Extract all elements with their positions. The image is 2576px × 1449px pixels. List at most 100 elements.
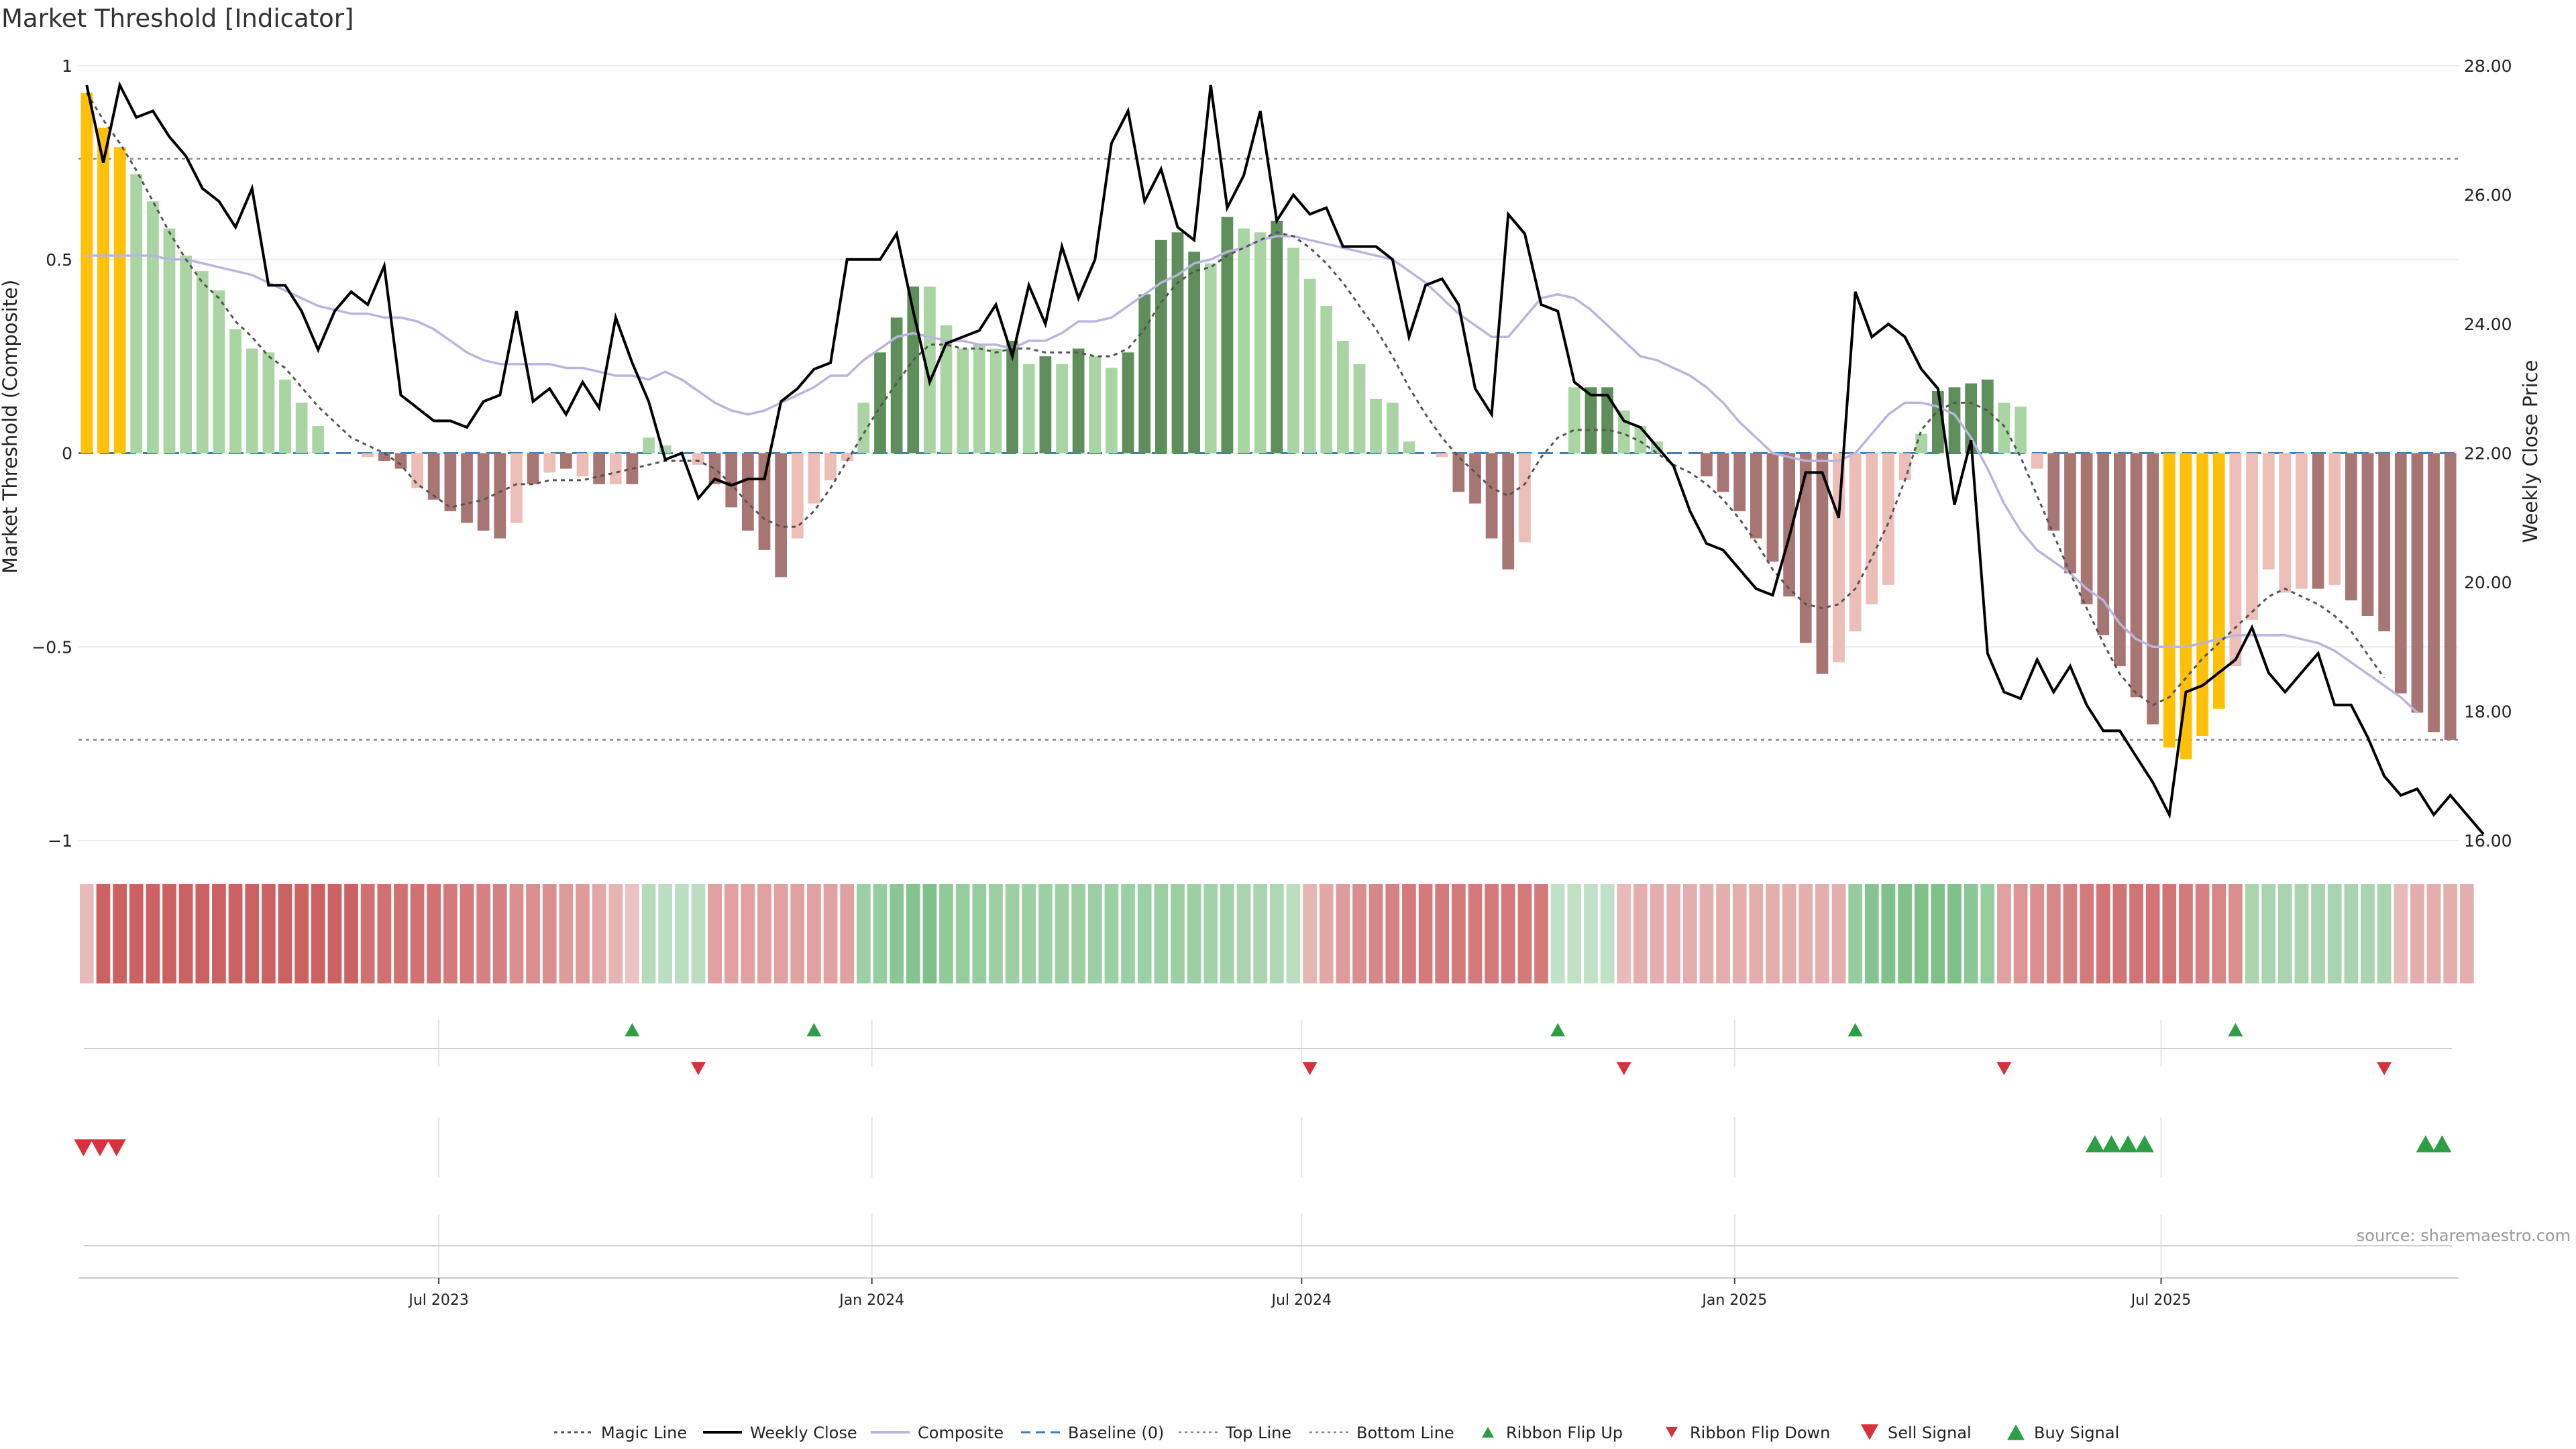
ribbon-cell <box>1947 884 1962 983</box>
ribbon-cell <box>360 884 375 983</box>
buy-signal-marker <box>2432 1135 2452 1152</box>
composite-bar <box>427 453 440 500</box>
ribbon-cell <box>741 884 755 983</box>
composite-bar <box>1452 453 1465 492</box>
ribbon-cell <box>1782 884 1796 983</box>
composite-bar <box>1981 379 1994 453</box>
ribbon-flip-down-marker <box>1302 1062 1318 1075</box>
composite-bar <box>924 286 936 453</box>
composite-bar <box>593 453 605 484</box>
ribbon-cell <box>1038 884 1053 983</box>
magic-line <box>86 92 2385 706</box>
ribbon-cell <box>658 884 673 983</box>
ribbon-cell <box>113 884 127 983</box>
ribbon-cell <box>377 884 392 983</box>
ribbon-cell <box>1699 884 1714 983</box>
composite-bar <box>2130 453 2143 698</box>
composite-bar <box>2229 453 2242 667</box>
right-tick-label: 16.00 <box>2464 831 2512 851</box>
composite-bar <box>1519 453 1531 543</box>
ribbon-cell <box>1236 884 1251 983</box>
composite-bar <box>1783 453 1795 597</box>
ribbon-cell <box>2311 884 2325 983</box>
ribbon-cell <box>245 884 260 983</box>
ribbon-cell <box>1137 884 1152 983</box>
legend: Magic Line Weekly Close Composite Baseline … <box>554 1424 2119 1442</box>
composite-bar <box>1799 453 1812 643</box>
composite-bar <box>1072 348 1085 453</box>
composite-bar <box>362 453 374 458</box>
ribbon-cell <box>2063 884 2078 983</box>
ribbon-cell <box>195 884 210 983</box>
ribbon-cell <box>1352 884 1366 983</box>
composite-bar <box>477 453 490 531</box>
composite-bar <box>1965 383 1978 453</box>
composite-bar <box>2246 453 2258 620</box>
ribbon-cell <box>2046 884 2061 983</box>
composite-bar <box>312 426 325 453</box>
composite-bar <box>2031 453 2043 469</box>
ribbon-cell <box>2129 884 2143 983</box>
composite-bar <box>1386 402 1399 453</box>
composite-bar <box>1502 453 1515 570</box>
ribbon-cell <box>1121 884 1135 983</box>
ribbon-cell <box>989 884 1003 983</box>
ribbon-cell <box>757 884 771 983</box>
right-tick-label: 22.00 <box>2464 444 2512 464</box>
composite-bar <box>1155 239 1167 453</box>
composite-bar <box>1485 453 1498 539</box>
ribbon-cell <box>1269 884 1284 983</box>
x-axis-ticks: Jul 2023 Jan 2024 Jul 2024 Jan 2025 Jul 2025 <box>78 1277 2459 1309</box>
composite-bar <box>1138 294 1151 453</box>
ribbon-cell <box>1485 884 1499 983</box>
composite-bar <box>1238 228 1250 453</box>
ribbon-cell <box>1368 884 1383 983</box>
ribbon-cell <box>1864 884 1879 983</box>
composite-bar <box>973 344 985 453</box>
ribbon-cell <box>1286 884 1301 983</box>
grid <box>78 65 2459 1278</box>
composite-bar <box>1866 453 1878 604</box>
composite-bar <box>775 453 788 578</box>
composite-bar <box>543 453 556 473</box>
ribbon-cell <box>1534 884 1548 983</box>
composite-bar <box>113 147 126 453</box>
ribbon-cell <box>1584 884 1598 983</box>
composite-bar <box>163 228 176 453</box>
buy-signal-marker <box>2085 1135 2104 1152</box>
ribbon-cell <box>2377 884 2392 983</box>
composite-bar <box>2180 453 2192 759</box>
sell-signal-marker <box>91 1139 110 1157</box>
right-tick-label: 28.00 <box>2464 56 2512 76</box>
legend-label: Top Line <box>1225 1424 1291 1442</box>
ribbon-flip-up-marker <box>806 1023 822 1036</box>
ribbon-cell <box>823 884 838 983</box>
ribbon-cell <box>1104 884 1119 983</box>
legend-swatch <box>1861 1424 1878 1440</box>
ribbon-cell <box>1732 884 1747 983</box>
x-tick-label: Jul 2023 <box>407 1292 469 1309</box>
ribbon-cell <box>278 884 292 983</box>
composite-bar <box>1898 453 1911 480</box>
ribbon-cell <box>1154 884 1169 983</box>
composite-bar <box>1634 426 1647 453</box>
composite-bar <box>1733 453 1746 512</box>
ribbon-cell <box>674 884 689 983</box>
ribbon-cell <box>1055 884 1069 983</box>
ribbon-cell <box>2145 884 2160 983</box>
composite-bar <box>989 348 1002 453</box>
composite-bar <box>1601 387 1613 453</box>
ribbon-cell <box>1005 884 1020 983</box>
ribbon-cell <box>2277 884 2292 983</box>
ribbon-cell <box>2261 884 2276 983</box>
composite-bar <box>874 352 886 453</box>
ribbon-cell <box>1303 884 1317 983</box>
composite-bar <box>2296 453 2308 589</box>
composite-bar <box>1849 453 1862 632</box>
buy-signal-marker <box>2118 1135 2138 1152</box>
left-axis-label: Market Threshold (Composite) <box>0 280 21 574</box>
composite-bar <box>1833 453 1845 663</box>
ribbon-cell <box>1815 884 1829 983</box>
ribbon-cell <box>1402 884 1416 983</box>
